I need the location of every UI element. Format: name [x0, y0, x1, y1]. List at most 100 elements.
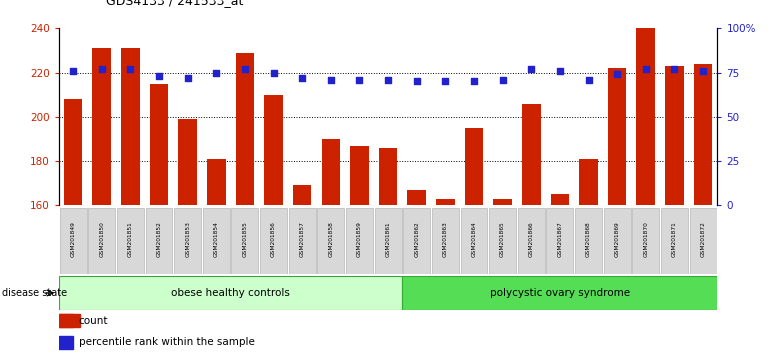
Point	[554, 68, 566, 74]
Text: percentile rank within the sample: percentile rank within the sample	[78, 337, 255, 347]
Text: GSM201856: GSM201856	[271, 222, 276, 257]
Bar	[207, 159, 226, 205]
Text: GSM201871: GSM201871	[672, 222, 677, 257]
Text: GSM201855: GSM201855	[242, 222, 248, 257]
Bar	[493, 199, 512, 205]
Point	[238, 66, 251, 72]
Bar	[379, 148, 397, 205]
FancyBboxPatch shape	[289, 208, 316, 274]
Point	[181, 75, 194, 81]
FancyBboxPatch shape	[604, 208, 630, 274]
Text: GSM201851: GSM201851	[128, 222, 132, 257]
Text: GSM201868: GSM201868	[586, 222, 591, 257]
Point	[668, 66, 681, 72]
Point	[583, 77, 595, 82]
Bar	[59, 314, 73, 327]
Point	[325, 77, 337, 82]
FancyBboxPatch shape	[260, 208, 287, 274]
Point	[96, 66, 108, 72]
Bar	[694, 64, 713, 205]
Bar	[637, 28, 655, 205]
Bar	[93, 48, 111, 205]
FancyBboxPatch shape	[203, 208, 230, 274]
Bar	[321, 139, 340, 205]
FancyBboxPatch shape	[661, 208, 688, 274]
Text: GSM201862: GSM201862	[414, 222, 419, 257]
FancyBboxPatch shape	[575, 208, 602, 274]
Bar	[522, 104, 540, 205]
Text: GSM201861: GSM201861	[386, 222, 390, 257]
Point	[353, 77, 365, 82]
FancyBboxPatch shape	[460, 208, 488, 274]
Text: GSM201872: GSM201872	[701, 222, 706, 257]
Point	[525, 66, 538, 72]
Bar	[350, 145, 368, 205]
Bar	[64, 99, 82, 205]
Point	[411, 79, 423, 84]
Bar	[178, 119, 197, 205]
Text: GSM201854: GSM201854	[214, 222, 219, 257]
Point	[496, 77, 509, 82]
Text: GSM201852: GSM201852	[157, 222, 162, 257]
Bar	[59, 336, 73, 349]
Text: GSM201865: GSM201865	[500, 222, 505, 257]
FancyBboxPatch shape	[403, 208, 430, 274]
Bar	[59, 314, 80, 327]
Point	[439, 79, 452, 84]
FancyBboxPatch shape	[546, 208, 573, 274]
FancyBboxPatch shape	[346, 208, 373, 274]
Text: GSM201863: GSM201863	[443, 222, 448, 257]
Bar	[150, 84, 169, 205]
Text: GSM201853: GSM201853	[185, 222, 191, 257]
FancyBboxPatch shape	[89, 208, 115, 274]
Text: disease state: disease state	[2, 288, 67, 298]
Bar	[465, 128, 483, 205]
Text: obese healthy controls: obese healthy controls	[171, 288, 290, 298]
FancyBboxPatch shape	[375, 208, 401, 274]
Text: GSM201866: GSM201866	[528, 222, 534, 257]
FancyBboxPatch shape	[432, 208, 459, 274]
Point	[296, 75, 308, 81]
Text: GSM201859: GSM201859	[357, 222, 362, 257]
FancyBboxPatch shape	[174, 208, 201, 274]
Point	[697, 68, 710, 74]
Text: GSM201850: GSM201850	[100, 222, 104, 257]
Bar	[550, 194, 569, 205]
Text: GSM201870: GSM201870	[644, 222, 648, 257]
Point	[468, 79, 481, 84]
Bar	[579, 159, 598, 205]
Text: count: count	[78, 316, 108, 326]
Point	[153, 73, 165, 79]
FancyBboxPatch shape	[231, 208, 259, 274]
Bar	[59, 276, 402, 310]
Text: GSM201858: GSM201858	[328, 222, 333, 257]
Text: GSM201867: GSM201867	[557, 222, 562, 257]
FancyBboxPatch shape	[517, 208, 545, 274]
Bar	[264, 95, 283, 205]
Bar	[665, 66, 684, 205]
Point	[267, 70, 280, 75]
Point	[382, 77, 394, 82]
Bar	[408, 190, 426, 205]
FancyBboxPatch shape	[690, 208, 717, 274]
Text: GSM201857: GSM201857	[299, 222, 305, 257]
Point	[210, 70, 223, 75]
Text: polycystic ovary syndrome: polycystic ovary syndrome	[490, 288, 630, 298]
FancyBboxPatch shape	[117, 208, 143, 274]
FancyBboxPatch shape	[146, 208, 172, 274]
Text: GSM201864: GSM201864	[471, 222, 477, 257]
Point	[611, 72, 623, 77]
Bar	[121, 48, 140, 205]
Bar	[236, 53, 254, 205]
Bar	[436, 199, 455, 205]
Bar	[293, 185, 311, 205]
Text: GSM201869: GSM201869	[615, 222, 619, 257]
FancyBboxPatch shape	[489, 208, 516, 274]
Bar	[608, 68, 626, 205]
Text: GDS4133 / 241533_at: GDS4133 / 241533_at	[106, 0, 243, 7]
FancyBboxPatch shape	[318, 208, 344, 274]
Bar	[402, 276, 731, 310]
Text: GSM201849: GSM201849	[71, 222, 75, 257]
Point	[124, 66, 136, 72]
FancyBboxPatch shape	[633, 208, 659, 274]
